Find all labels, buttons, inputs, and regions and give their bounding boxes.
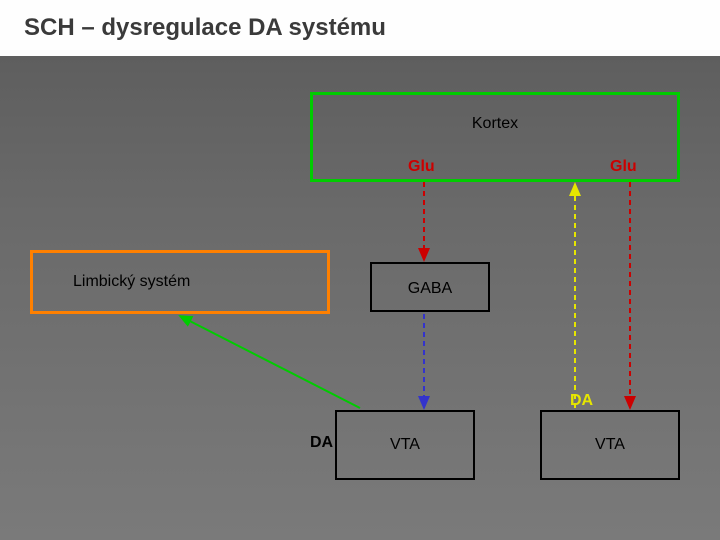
arrow [180, 316, 360, 408]
da-left-label: DA [310, 434, 333, 452]
da-yellow-label: DA [570, 392, 593, 410]
kortex-label: Kortex [472, 115, 518, 133]
vta1-box: VTA [335, 410, 475, 480]
page-title: SCH – dysregulace DA systému [24, 14, 386, 42]
title-bar: SCH – dysregulace DA systému [0, 0, 720, 56]
glu-right-label: Glu [610, 158, 637, 176]
gaba-box: GABA [370, 262, 490, 312]
vta2-label: VTA [595, 436, 625, 454]
vta1-label: VTA [390, 436, 420, 454]
limbicky-label: Limbický systém [73, 273, 190, 291]
vta2-box: VTA [540, 410, 680, 480]
limbicky-box: Limbický systém [30, 250, 330, 314]
glu-left-label: Glu [408, 158, 435, 176]
gaba-label: GABA [408, 280, 452, 298]
